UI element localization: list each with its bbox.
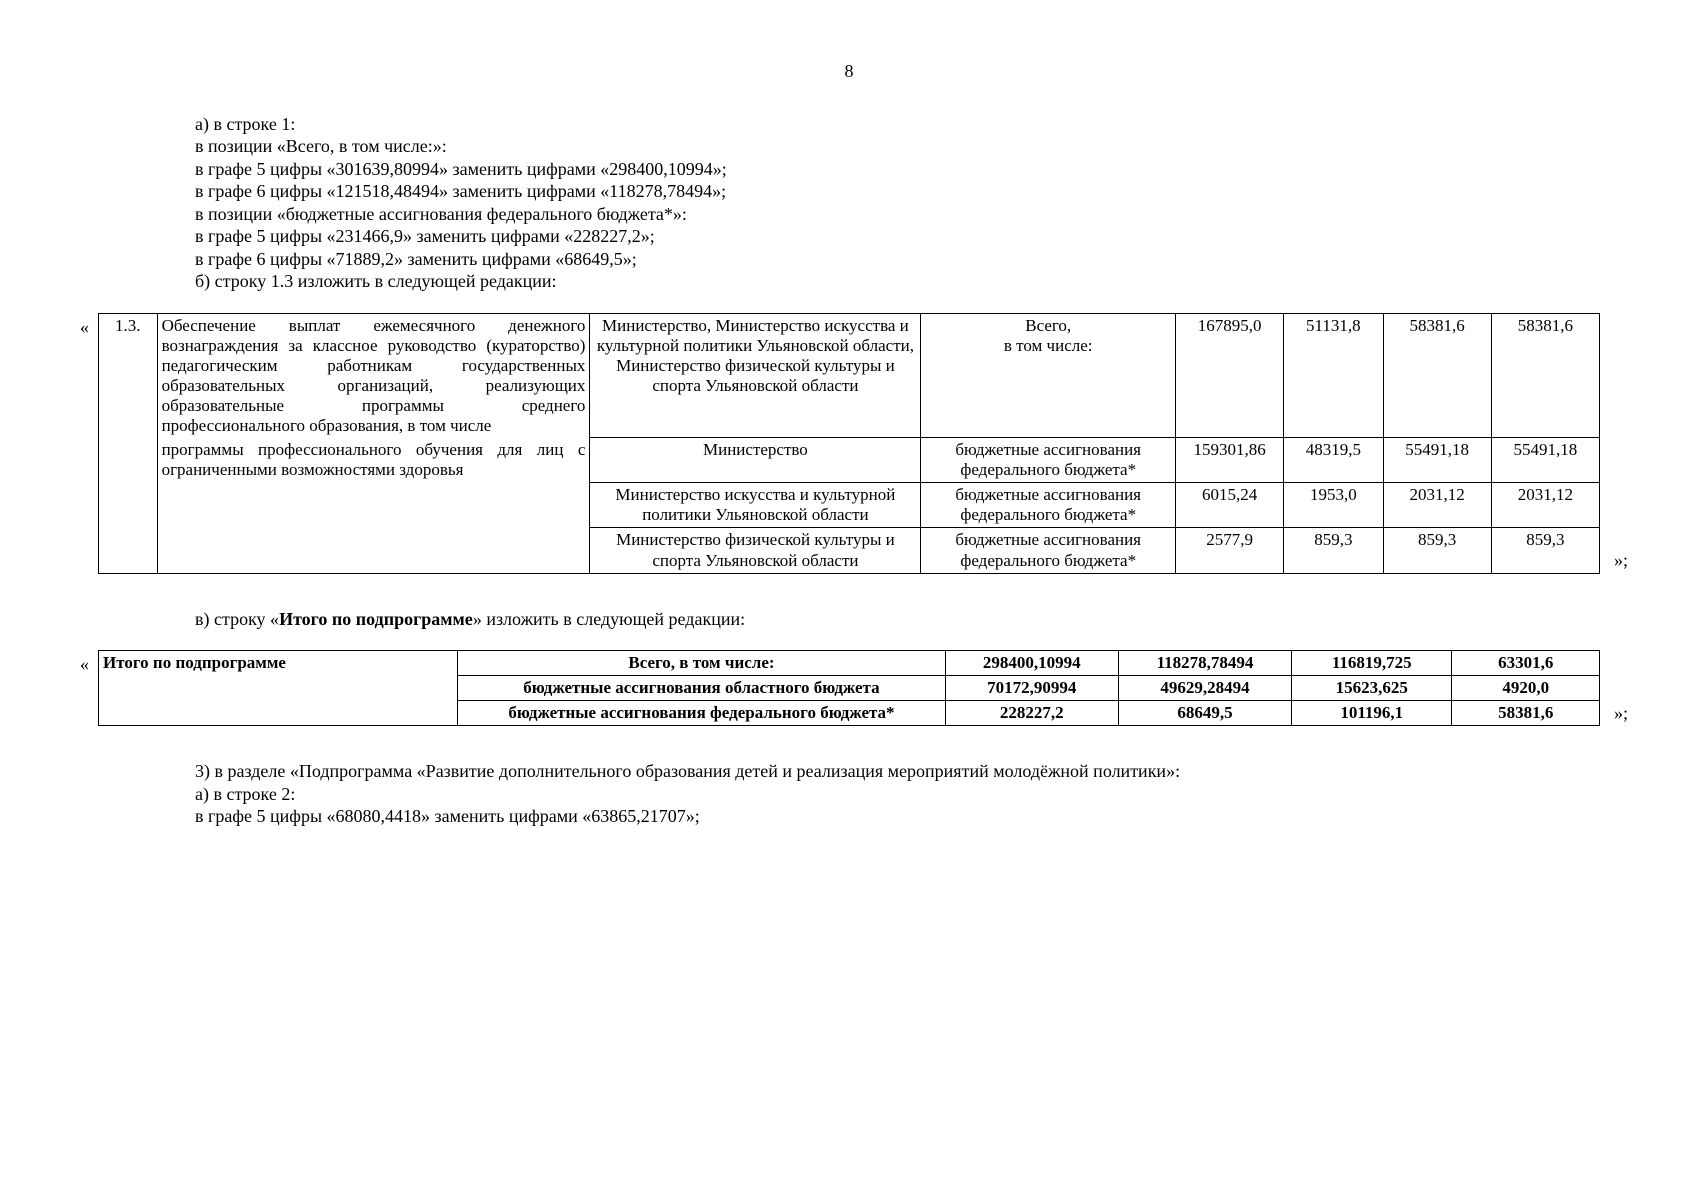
para-v-bold: Итого по подпрограмме <box>279 609 473 629</box>
table-row: программы профессионального обучения для… <box>99 438 1600 483</box>
cell-v2: 48319,5 <box>1284 438 1383 483</box>
cell-v4: 63301,6 <box>1452 651 1600 676</box>
page-number: 8 <box>70 60 1628 83</box>
para-v-suffix: » изложить в следующей редакции: <box>473 609 745 629</box>
cell-v3: 15623,625 <box>1292 676 1452 701</box>
cell-v3: 58381,6 <box>1383 313 1491 438</box>
para-graph5-3: в графе 5 цифры «68080,4418» заменить ци… <box>150 805 1548 828</box>
text-block-bottom: 3) в разделе «Подпрограмма «Развитие доп… <box>150 760 1548 828</box>
cell-v2: 51131,8 <box>1284 313 1383 438</box>
cell-desc-top: Обеспечение выплат ежемесячного денежног… <box>157 313 590 438</box>
table-2-wrap: « »; Итого по подпрограмме Всего, в том … <box>70 650 1628 726</box>
para-3: 3) в разделе «Подпрограмма «Развитие доп… <box>150 760 1548 783</box>
cell-type: бюджетные ассигнования федерального бюдж… <box>921 438 1176 483</box>
cell-v2: 1953,0 <box>1284 483 1383 528</box>
para-pos-vsego: в позиции «Всего, в том числе:»: <box>150 135 1548 158</box>
para-graph5-1: в графе 5 цифры «301639,80994» заменить … <box>150 158 1548 181</box>
cell-v4: 2031,12 <box>1491 483 1599 528</box>
quote-close-icon: »; <box>1614 702 1628 725</box>
cell-v1: 298400,10994 <box>945 651 1118 676</box>
cell-ministry: Министерство искусства и культурной поли… <box>590 483 921 528</box>
table-row: Итого по подпрограмме Всего, в том числе… <box>99 651 1600 676</box>
table-1-wrap: « »; 1.3. Обеспечение выплат ежемесячног… <box>70 313 1628 574</box>
para-a2: а) в строке 2: <box>150 783 1548 806</box>
cell-label: Всего, в том числе: <box>458 651 946 676</box>
cell-ministry: Министерство физической культуры и спорт… <box>590 528 921 573</box>
para-a: а) в строке 1: <box>150 113 1548 136</box>
cell-v4: 55491,18 <box>1491 438 1599 483</box>
text-block-mid: в) строку «Итого по подпрограмме» изложи… <box>150 608 1548 631</box>
quote-open-icon: « <box>80 653 89 676</box>
cell-v4: 58381,6 <box>1452 701 1600 726</box>
cell-v3: 101196,1 <box>1292 701 1452 726</box>
cell-itogo-title: Итого по подпрограмме <box>99 651 458 726</box>
cell-v3: 2031,12 <box>1383 483 1491 528</box>
cell-ministry: Министерство, Министерство искусства и к… <box>590 313 921 438</box>
cell-v3: 116819,725 <box>1292 651 1452 676</box>
cell-label: бюджетные ассигнования областного бюджет… <box>458 676 946 701</box>
cell-ministry: Министерство <box>590 438 921 483</box>
cell-v1: 6015,24 <box>1176 483 1284 528</box>
quote-close-icon: »; <box>1614 549 1628 572</box>
cell-type: Всего, в том числе: <box>921 313 1176 438</box>
cell-num: 1.3. <box>99 313 158 573</box>
text-block-top: а) в строке 1: в позиции «Всего, в том ч… <box>150 113 1548 293</box>
cell-label: бюджетные ассигнования федерального бюдж… <box>458 701 946 726</box>
cell-v1: 70172,90994 <box>945 676 1118 701</box>
para-graph6-1: в графе 6 цифры «121518,48494» заменить … <box>150 180 1548 203</box>
cell-v3: 55491,18 <box>1383 438 1491 483</box>
table-row-1-3: 1.3. Обеспечение выплат ежемесячного ден… <box>98 313 1600 574</box>
cell-v2: 49629,28494 <box>1118 676 1291 701</box>
para-v-prefix: в) строку « <box>195 609 279 629</box>
cell-v2: 118278,78494 <box>1118 651 1291 676</box>
para-b: б) строку 1.3 изложить в следующей редак… <box>150 270 1548 293</box>
cell-v2: 859,3 <box>1284 528 1383 573</box>
para-graph6-2: в графе 6 цифры «71889,2» заменить цифра… <box>150 248 1548 271</box>
quote-open-icon: « <box>80 316 89 339</box>
cell-v1: 2577,9 <box>1176 528 1284 573</box>
cell-type: бюджетные ассигнования федерального бюдж… <box>921 483 1176 528</box>
cell-v2: 68649,5 <box>1118 701 1291 726</box>
cell-v3: 859,3 <box>1383 528 1491 573</box>
cell-type: бюджетные ассигнования федерального бюдж… <box>921 528 1176 573</box>
cell-v1: 167895,0 <box>1176 313 1284 438</box>
cell-desc-bottom: программы профессионального обучения для… <box>157 438 590 573</box>
para-graph5-2: в графе 5 цифры «231466,9» заменить цифр… <box>150 225 1548 248</box>
cell-v4: 58381,6 <box>1491 313 1599 438</box>
table-row: 1.3. Обеспечение выплат ежемесячного ден… <box>99 313 1600 438</box>
para-pos-budget: в позиции «бюджетные ассигнования федера… <box>150 203 1548 226</box>
cell-v1: 228227,2 <box>945 701 1118 726</box>
cell-v1: 159301,86 <box>1176 438 1284 483</box>
cell-v4: 4920,0 <box>1452 676 1600 701</box>
cell-v4: 859,3 <box>1491 528 1599 573</box>
para-v: в) строку «Итого по подпрограмме» изложи… <box>150 608 1548 631</box>
table-itogo: Итого по подпрограмме Всего, в том числе… <box>98 650 1600 726</box>
